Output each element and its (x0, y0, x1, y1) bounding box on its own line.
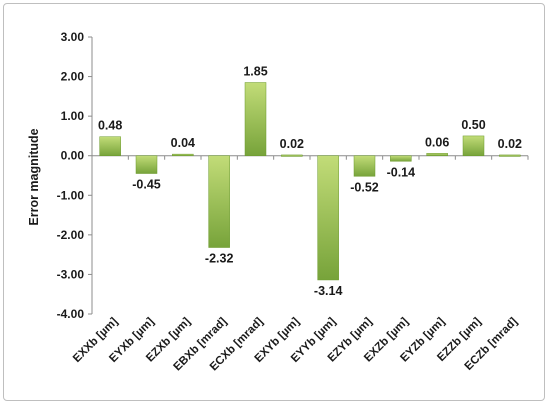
bar (172, 153, 194, 156)
y-tick-label: 3.00 (61, 30, 85, 44)
bar (244, 82, 267, 156)
data-label: 0.48 (98, 119, 122, 133)
bars-group (99, 82, 521, 281)
y-tick-label: -4.00 (57, 307, 85, 321)
bar (99, 136, 121, 156)
data-label: 0.06 (425, 135, 449, 149)
axes: 3.00 2.00 1.00 0.00 -1.00 -2.00 -3.00 -4.00 (57, 30, 529, 321)
y-tick-label: -2.00 (57, 228, 85, 242)
data-label: 0.50 (461, 118, 485, 132)
data-label: -0.14 (387, 165, 416, 179)
y-tick-label: -1.00 (57, 188, 85, 202)
data-labels-group: 0.48 -0.45 0.04 -2.32 1.85 0.02 -3.14 -0.52 -0.1… (98, 65, 522, 298)
bar (317, 155, 339, 281)
data-label: -2.32 (205, 252, 234, 266)
y-tick-label: 1.00 (61, 109, 85, 123)
bar (426, 153, 448, 156)
bar (390, 155, 412, 162)
y-axis-label: Error magnitude (27, 128, 41, 225)
data-label: -0.45 (132, 178, 161, 192)
bar (499, 154, 521, 157)
category-labels-group: EXXb [µm]EYXb [µm]EZXb [µm]EBXb [mrad]EC… (71, 316, 520, 374)
y-tick-label: -3.00 (57, 267, 85, 281)
data-label: 0.02 (498, 137, 522, 151)
data-label: 0.04 (171, 136, 195, 150)
data-label: -3.14 (314, 284, 343, 298)
y-tick-label: 0.00 (61, 149, 85, 163)
y-tick-label: 2.00 (61, 70, 85, 84)
bar (281, 154, 303, 157)
data-label: 1.85 (243, 65, 267, 79)
data-label: -0.52 (350, 180, 379, 194)
bar (353, 155, 376, 177)
chart-frame (3, 3, 545, 401)
bar (135, 155, 158, 174)
bar (208, 155, 230, 248)
bar (462, 135, 485, 156)
data-label: 0.02 (280, 137, 304, 151)
